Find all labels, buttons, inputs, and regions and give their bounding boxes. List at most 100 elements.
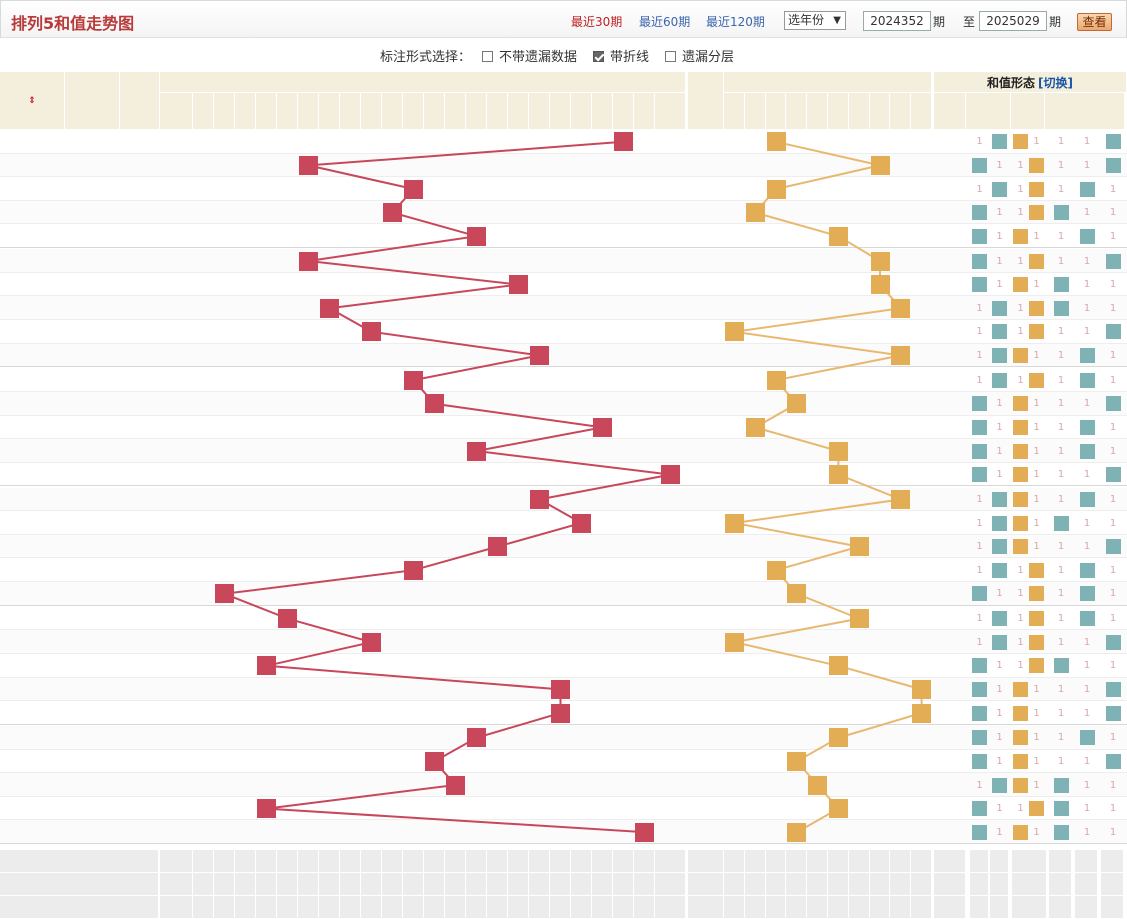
option-miss-layer[interactable]: 遗漏分层 [665,46,734,65]
preselect-sum-cell[interactable] [424,872,444,896]
preselect-tail-cell[interactable] [890,872,911,896]
preselect-sum-cell[interactable] [571,896,591,919]
preselect-shape-cell[interactable] [1028,849,1046,872]
checkbox[interactable] [665,51,676,62]
preselect-sum-cell[interactable] [298,896,318,919]
preselect-shape-cell[interactable] [1028,872,1046,896]
preselect-sum-cell[interactable] [445,849,465,872]
preselect-sum-cell[interactable] [466,849,486,872]
preselect-shape-cell[interactable] [1075,872,1097,896]
preselect-shape-cell[interactable] [1049,849,1071,872]
sort-icon[interactable]: ⇕ [28,95,36,106]
preselect-shape-cell[interactable] [990,872,1008,896]
from-issue-input[interactable]: 2024352 [863,11,931,31]
preselect-sum-cell[interactable] [508,849,528,872]
to-issue-input[interactable]: 2025029 [979,11,1047,31]
preselect-sum-cell[interactable] [235,849,255,872]
preselect-tail-cell[interactable] [890,849,911,872]
preselect-sum-cell[interactable] [529,896,549,919]
preselect-sum-cell[interactable] [256,849,276,872]
preselect-shape-cell[interactable] [1049,872,1071,896]
preselect-sum-cell[interactable] [634,872,654,896]
preselect-shape-cell[interactable] [1101,849,1123,872]
preselect-shape-cell[interactable] [1028,896,1046,919]
preselect-tail-cell[interactable] [911,872,931,896]
preselect-shape-cell[interactable] [1049,896,1071,919]
preselect-sum-cell[interactable] [592,872,612,896]
preselect-shape-cell[interactable] [970,849,988,872]
preselect-sum-cell[interactable] [256,872,276,896]
preselect-sum-cell[interactable] [634,849,654,872]
preselect-sum-cell[interactable] [466,896,486,919]
preselect-tail-cell[interactable] [765,849,786,872]
preselect-sum-cell[interactable] [487,872,507,896]
preselect-sum-cell[interactable] [550,896,570,919]
preselect-tail-cell[interactable] [786,849,807,872]
option-with-line[interactable]: 带折线 [593,46,649,65]
preselect-sum-cell[interactable] [277,849,297,872]
preselect-sum-cell[interactable] [160,896,192,919]
preselect-sum-cell[interactable] [319,896,339,919]
preselect-sum-cell[interactable] [592,849,612,872]
preselect-sum-cell[interactable] [277,896,297,919]
preselect-shape-cell[interactable] [1012,872,1030,896]
preselect-sum-cell[interactable] [529,872,549,896]
preselect-sum-cell[interactable] [193,872,213,896]
preselect-sum-cell[interactable] [655,872,685,896]
preselect-tail-cell[interactable] [848,872,869,896]
preselect-tail-cell[interactable] [765,896,786,919]
preselect-sum-cell[interactable] [340,896,360,919]
preselect-sum-cell[interactable] [571,849,591,872]
preselect-tail-cell[interactable] [786,872,807,896]
preselect-sum-cell[interactable] [235,872,255,896]
preselect-tail-cell[interactable] [724,872,744,896]
preselect-sum-cell[interactable] [340,872,360,896]
year-select[interactable]: 选年份 ▼ [784,11,846,30]
preselect-sum-cell[interactable] [319,849,339,872]
preselect-sum-cell[interactable] [214,849,234,872]
preselect-shape-cell[interactable] [990,849,1008,872]
option-no-miss-data[interactable]: 不带遗漏数据 [482,46,577,65]
preselect-sum-cell[interactable] [487,849,507,872]
preselect-sum-cell[interactable] [298,849,318,872]
preselect-tail-cell[interactable] [724,849,744,872]
preselect-sum-cell[interactable] [214,896,234,919]
preselect-sum-cell[interactable] [613,872,633,896]
recent-60-link[interactable]: 最近60期 [639,15,691,29]
preselect-sum-cell[interactable] [571,872,591,896]
checkbox-checked[interactable] [593,51,604,62]
preselect-sum-cell[interactable] [424,849,444,872]
preselect-tail-cell[interactable] [911,896,931,919]
preselect-tail-cell[interactable] [744,896,765,919]
preselect-sum-cell[interactable] [529,849,549,872]
preselect-tail-cell[interactable] [807,872,827,896]
preselect-sum-cell[interactable] [403,872,423,896]
preselect-sum-cell[interactable] [424,896,444,919]
preselect-tail-cell[interactable] [744,872,765,896]
preselect-shape-cell[interactable] [1101,896,1123,919]
preselect-tail-cell[interactable] [786,896,807,919]
preselect-tail-cell[interactable] [848,896,869,919]
preselect-sum-cell[interactable] [277,872,297,896]
preselect-sum-cell[interactable] [193,896,213,919]
preselect-shape-cell[interactable] [1012,896,1030,919]
preselect-sum-cell[interactable] [193,849,213,872]
preselect-shape-cell[interactable] [990,896,1008,919]
switch-link[interactable]: [切换] [1038,75,1073,90]
preselect-sum-cell[interactable] [382,872,402,896]
preselect-tail-cell[interactable] [869,849,890,872]
preselect-sum-cell[interactable] [655,896,685,919]
preselect-sum-cell[interactable] [655,849,685,872]
preselect-sum-cell[interactable] [403,896,423,919]
preselect-tail-cell[interactable] [869,872,890,896]
preselect-sum-cell[interactable] [382,849,402,872]
preselect-shape-cell[interactable] [970,896,988,919]
preselect-sum-cell[interactable] [235,896,255,919]
checkbox[interactable] [482,51,493,62]
preselect-sum-cell[interactable] [634,896,654,919]
preselect-sum-cell[interactable] [340,849,360,872]
preselect-shape-cell[interactable] [1075,849,1097,872]
preselect-sum-cell[interactable] [319,872,339,896]
preselect-sum-cell[interactable] [445,896,465,919]
preselect-sum-cell[interactable] [592,896,612,919]
